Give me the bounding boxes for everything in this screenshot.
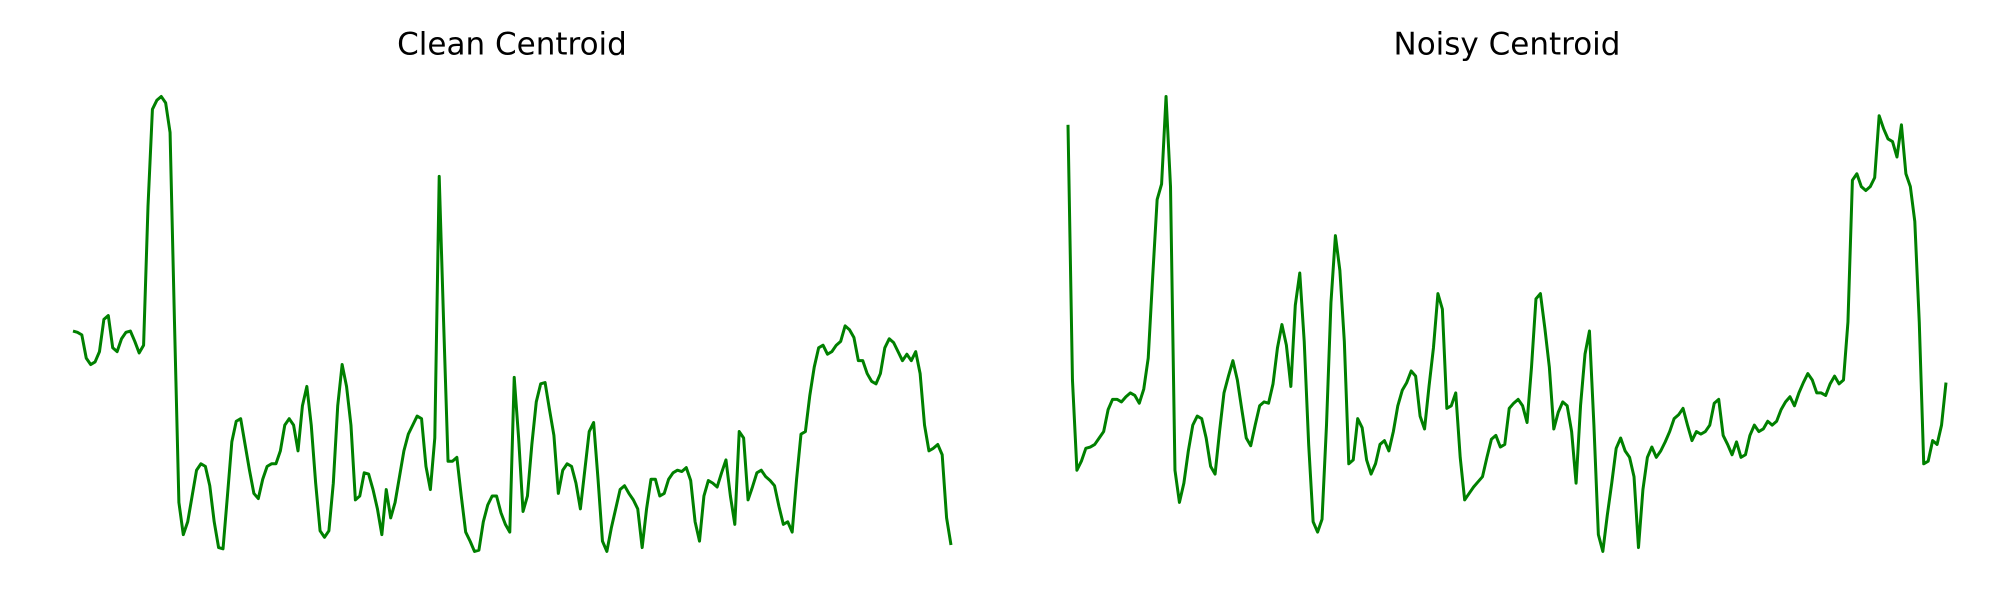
- data-line: [72, 94, 953, 553]
- chart-title: Noisy Centroid: [1394, 27, 1621, 63]
- data-line: [1066, 94, 1948, 553]
- chart-title: Clean Centroid: [397, 27, 627, 63]
